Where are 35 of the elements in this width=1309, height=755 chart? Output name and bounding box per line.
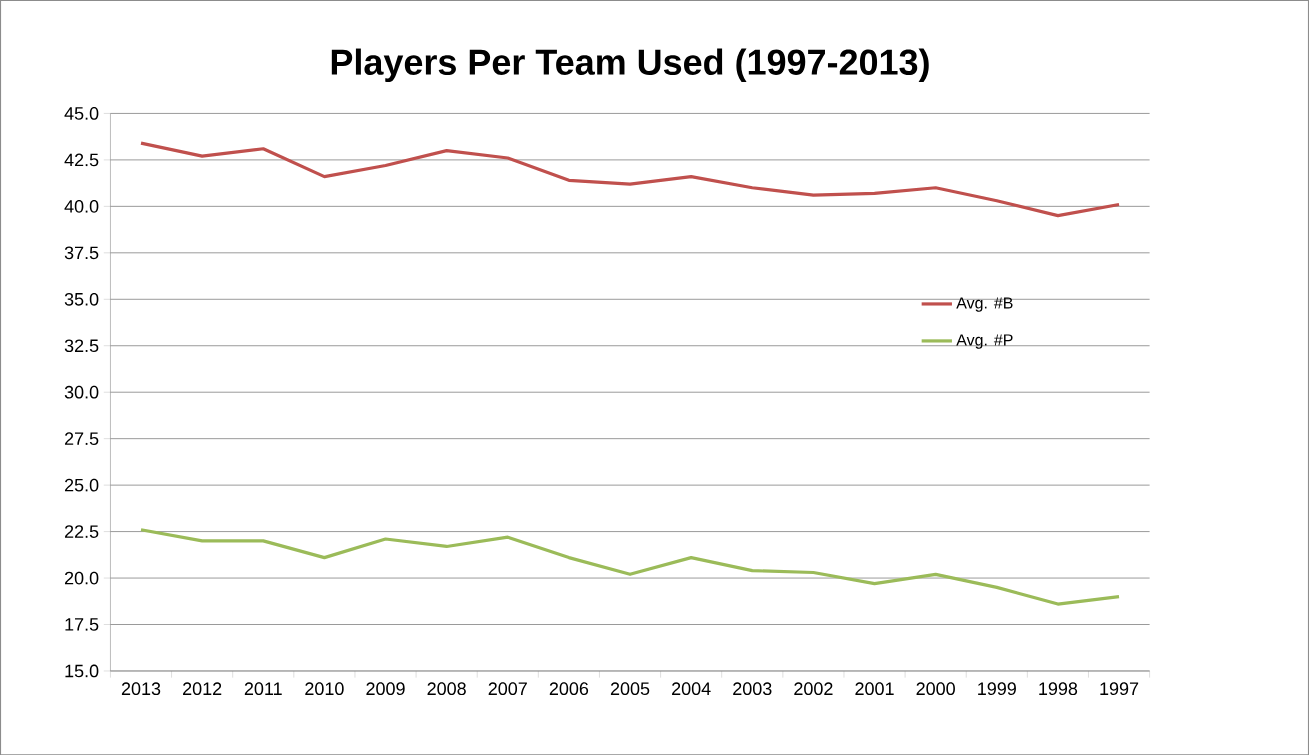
- y-tick-label: 40.0: [64, 199, 99, 213]
- x-tick-label: 2010: [305, 682, 344, 695]
- y-tick-label: 25.0: [64, 478, 99, 492]
- x-tick-label: 2013: [121, 682, 161, 695]
- y-tick-label: 42.5: [64, 153, 99, 167]
- x-tick-label: 1997: [1100, 682, 1139, 695]
- x-tick-label: 2001: [855, 682, 894, 695]
- x-tick-label: 2002: [794, 682, 833, 695]
- x-tick-label: 2003: [733, 682, 772, 695]
- y-tick-label: 27.5: [64, 432, 99, 445]
- x-tick-label: 2005: [610, 682, 650, 695]
- x-tick-label: 2004: [672, 682, 711, 695]
- x-tick-label: 1999: [978, 682, 1016, 695]
- y-tick-label: 37.5: [64, 246, 99, 259]
- x-tick-label: 2007: [488, 682, 527, 695]
- legend-label: Avg. #P: [956, 334, 1013, 349]
- chart-title: Players Per Team Used (1997-2013): [331, 48, 929, 82]
- x-tick-label: 2008: [427, 682, 466, 695]
- legend-label: Avg. #B: [956, 297, 1013, 312]
- y-tick-label: 15.0: [65, 664, 99, 678]
- x-tick-label: 2000: [916, 682, 955, 695]
- y-tick-label: 20.0: [64, 571, 99, 585]
- y-tick-label: 17.5: [65, 618, 99, 631]
- x-tick-label: 1998: [1039, 682, 1078, 695]
- y-tick-label: 35.0: [64, 292, 99, 306]
- x-tick-label: 2011: [244, 682, 282, 695]
- y-tick-label: 30.0: [64, 385, 99, 399]
- y-tick-label: 22.5: [64, 525, 99, 538]
- line-series: [139, 141, 1121, 218]
- y-tick-label: 32.5: [64, 339, 99, 352]
- x-tick-label: 2009: [366, 682, 405, 695]
- x-tick-label: 2006: [549, 682, 589, 695]
- line-series: [139, 527, 1121, 606]
- y-tick-label: 45.0: [64, 106, 99, 120]
- x-tick-label: 2012: [183, 682, 222, 695]
